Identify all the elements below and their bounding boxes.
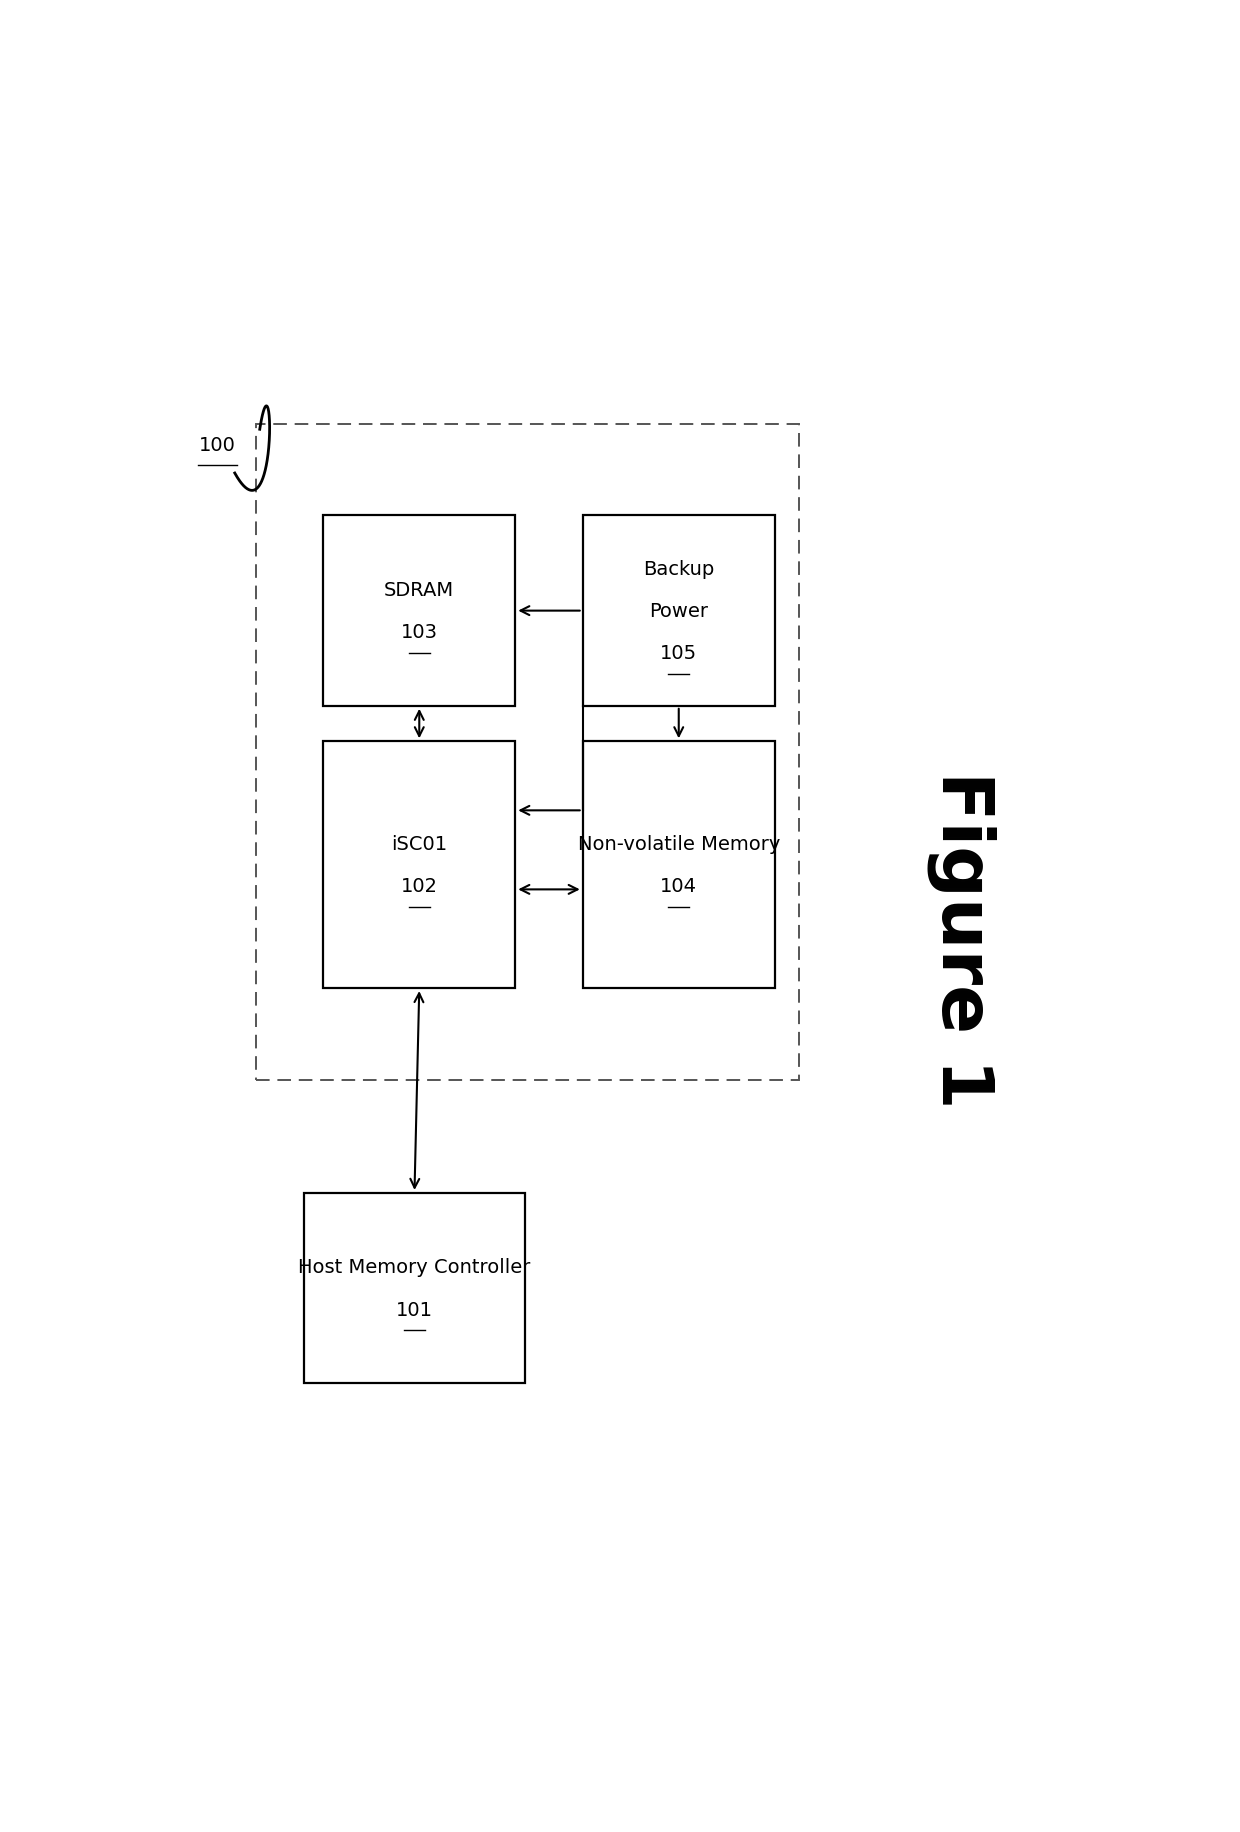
Text: 105: 105 [660, 645, 697, 663]
Text: 104: 104 [660, 878, 697, 896]
Polygon shape [583, 742, 775, 989]
Text: iSC01: iSC01 [391, 835, 448, 854]
Polygon shape [304, 1193, 525, 1383]
Text: 102: 102 [401, 878, 438, 896]
Text: Power: Power [650, 601, 708, 621]
Text: Non-volatile Memory: Non-volatile Memory [578, 835, 780, 854]
Polygon shape [324, 517, 516, 707]
Polygon shape [583, 517, 775, 707]
Text: SDRAM: SDRAM [384, 581, 454, 599]
Text: 100: 100 [200, 436, 236, 454]
Text: Host Memory Controller: Host Memory Controller [299, 1259, 531, 1277]
Text: 103: 103 [401, 623, 438, 641]
Text: 101: 101 [396, 1301, 433, 1319]
Text: Figure 1: Figure 1 [928, 771, 997, 1108]
Polygon shape [324, 742, 516, 989]
Text: Backup: Backup [644, 559, 714, 579]
